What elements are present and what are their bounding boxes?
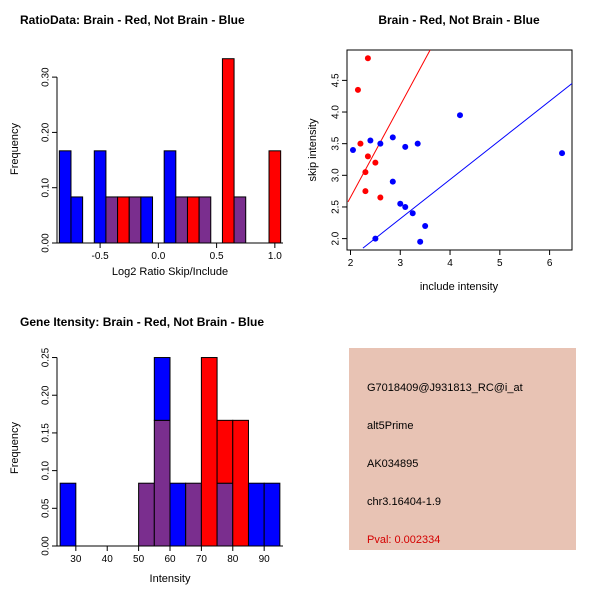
svg-text:0.20: 0.20: [41, 385, 52, 405]
gene-hist-title: Gene Itensity: Brain - Red, Not Brain - …: [20, 315, 265, 329]
svg-text:60: 60: [164, 554, 176, 565]
svg-text:30: 30: [70, 554, 82, 565]
svg-text:5: 5: [497, 258, 503, 269]
svg-text:0.0: 0.0: [151, 251, 165, 262]
svg-text:2.0: 2.0: [331, 231, 342, 245]
svg-text:4.0: 4.0: [331, 105, 342, 119]
svg-text:3: 3: [397, 258, 403, 269]
scatter-xlabel: include intensity: [419, 281, 499, 293]
intensity-scatter-plot: 2 3 4 5 6 2.0 2.5 3.0 3.5 4.0 4.5: [331, 49, 573, 269]
svg-text:6: 6: [547, 258, 553, 269]
svg-text:0.30: 0.30: [41, 67, 52, 87]
svg-text:0.10: 0.10: [41, 178, 52, 198]
pval-label: Pval: 0.002334: [367, 534, 441, 546]
ratio-histogram-plot: -0.5 0.0 0.5 1.0 0.00 0.10 0.20 0.30: [41, 58, 283, 262]
svg-text:2: 2: [348, 258, 354, 269]
svg-text:4.5: 4.5: [331, 73, 342, 87]
scatter-title: Brain - Red, Not Brain - Blue: [378, 13, 540, 27]
svg-text:40: 40: [102, 554, 114, 565]
splice-type: alt5Prime: [367, 420, 414, 432]
svg-text:0.10: 0.10: [41, 460, 52, 480]
svg-text:0.00: 0.00: [41, 536, 52, 556]
svg-text:0.20: 0.20: [41, 122, 52, 142]
ratio-hist-title: RatioData: Brain - Red, Not Brain - Blue: [20, 13, 245, 27]
svg-text:0.5: 0.5: [210, 251, 224, 262]
svg-text:3.5: 3.5: [331, 136, 342, 150]
svg-text:-0.5: -0.5: [91, 251, 109, 262]
svg-text:70: 70: [196, 554, 208, 565]
svg-text:50: 50: [133, 554, 145, 565]
svg-text:80: 80: [227, 554, 239, 565]
probe-id: G7018409@J931813_RC@i_at: [367, 382, 523, 394]
svg-text:2.5: 2.5: [331, 200, 342, 214]
svg-text:0.05: 0.05: [41, 498, 52, 518]
svg-text:0.15: 0.15: [41, 423, 52, 443]
ratio-hist-xlabel: Log2 Ratio Skip/Include: [111, 266, 229, 278]
gene-info-box: G7018409@J931813_RC@i_at alt5Prime AK034…: [349, 348, 576, 550]
svg-text:0.25: 0.25: [41, 347, 52, 367]
svg-text:3.0: 3.0: [331, 168, 342, 182]
accession-number: AK034895: [367, 458, 419, 470]
gene-hist-xlabel: Intensity: [149, 573, 191, 585]
svg-text:90: 90: [259, 554, 271, 565]
chromosome-locus: chr3.16404-1.9: [367, 496, 441, 508]
gene-histogram-plot: 30 40 50 60 70 80 90 0.00 0.05 0.10 0.15 0.20 0.25: [41, 347, 283, 565]
svg-text:4: 4: [447, 258, 453, 269]
svg-text:1.0: 1.0: [268, 251, 282, 262]
svg-text:0.00: 0.00: [41, 233, 52, 253]
